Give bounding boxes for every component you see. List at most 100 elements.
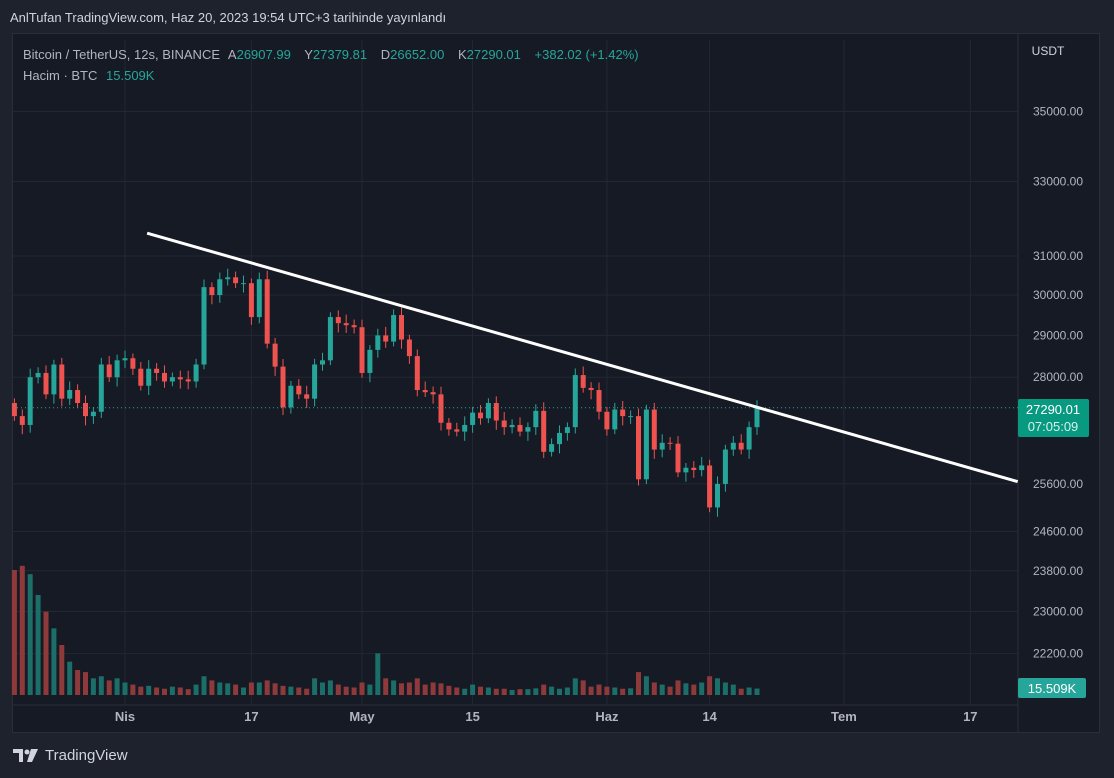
volume-bar	[169, 686, 175, 695]
volume-bar	[146, 685, 152, 695]
candle-body	[643, 409, 649, 480]
volume-bar	[722, 682, 728, 695]
candle-body	[288, 385, 294, 408]
volume-badge: 15.509K	[1018, 678, 1086, 698]
candle-body	[572, 375, 578, 428]
candle-body	[738, 442, 744, 450]
volume-bar	[738, 688, 744, 695]
volume-bar	[225, 683, 231, 695]
volume-bar	[509, 690, 515, 695]
volume-bar	[19, 565, 25, 695]
volume-bar	[288, 686, 294, 695]
volume-bar	[367, 684, 373, 695]
candle-body	[446, 422, 452, 430]
candle-body	[359, 327, 365, 373]
volume-label[interactable]: Hacim · BTC	[23, 68, 98, 83]
volume-bar	[699, 682, 705, 695]
volume-bar	[525, 689, 531, 695]
price-badge-countdown: 07:05:09	[1028, 419, 1079, 434]
candle-body	[533, 410, 539, 428]
candle-body	[304, 394, 310, 399]
candle-body	[225, 277, 231, 280]
high-value: 27379.81	[312, 47, 368, 62]
volume-bar	[320, 682, 325, 695]
volume-bar	[233, 684, 239, 695]
candle-body	[406, 339, 412, 357]
candle-body	[185, 379, 191, 382]
volume-bar	[533, 688, 539, 695]
symbol-title[interactable]: Bitcoin / TetherUS, 12s, BINANCE	[23, 47, 221, 62]
candle-body	[19, 416, 25, 425]
candle-body	[588, 387, 594, 391]
publish-info: AnlTufan TradingView.com, Haz 20, 2023 1…	[10, 10, 447, 25]
trendline	[146, 231, 1019, 484]
volume-bar	[383, 678, 389, 695]
volume-bar	[67, 661, 73, 695]
volume-bar	[138, 686, 144, 695]
volume-bar	[604, 686, 610, 695]
low-value: 26652.00	[390, 47, 445, 62]
volume-bar	[272, 683, 278, 695]
volume-bar	[83, 672, 88, 695]
candle-body	[130, 358, 136, 369]
candle-body	[43, 372, 49, 395]
volume-bar	[628, 688, 634, 695]
chart-frame[interactable]	[12, 33, 1100, 733]
candle-body	[485, 403, 491, 419]
candle-body	[162, 372, 167, 382]
candle-body	[620, 409, 626, 417]
candle-body	[351, 325, 357, 328]
candle-body	[438, 394, 444, 423]
volume-bar	[675, 680, 681, 695]
volume-bar	[707, 676, 713, 695]
candle-body	[138, 368, 144, 386]
volume-bar	[580, 680, 586, 695]
x-tick-label: Tem	[831, 709, 857, 724]
candle-body	[201, 287, 207, 365]
candle-body	[470, 412, 476, 425]
candle-body	[343, 323, 349, 326]
volume-bar	[35, 595, 41, 695]
volume-bar	[596, 684, 602, 695]
volume-bar	[43, 611, 49, 695]
volume-bar	[217, 682, 223, 695]
candle-body	[604, 411, 610, 430]
volume-bar	[557, 688, 562, 695]
volume-bar	[454, 687, 460, 695]
open-label: A	[227, 47, 237, 62]
candle-body	[367, 349, 373, 373]
volume-bar	[27, 574, 33, 695]
volume-bar	[588, 686, 594, 695]
candle-body	[35, 372, 41, 378]
volume-bar	[636, 672, 641, 695]
time-axis: Nis 17 May 15 Haz 14 Tem 17	[115, 709, 978, 724]
candle-body	[541, 410, 547, 452]
volume-bar	[485, 687, 491, 695]
tradingview-logo[interactable]: TradingView	[13, 747, 128, 764]
candle-body	[667, 442, 673, 444]
candles	[11, 268, 760, 517]
candle-body	[383, 335, 389, 342]
currency-label: USDT	[1032, 44, 1065, 58]
x-tick-label: 17	[963, 709, 977, 724]
candle-body	[272, 343, 278, 367]
candle-body	[596, 390, 602, 412]
candle-body	[675, 443, 681, 473]
candle-body	[256, 279, 262, 318]
volume-bar	[335, 684, 341, 695]
volume-bar	[343, 686, 349, 695]
volume-bar	[620, 688, 626, 695]
volume-bar	[572, 678, 578, 695]
candle-body	[98, 364, 104, 412]
close-value: 27290.01	[466, 47, 521, 62]
low-label: D	[380, 47, 391, 62]
volume-bar	[446, 685, 452, 695]
x-tick-label: May	[349, 709, 375, 724]
candle-body	[549, 444, 555, 452]
candle-body	[233, 277, 239, 284]
candle-body	[557, 432, 562, 445]
candle-body	[636, 416, 641, 480]
volume-bar	[438, 683, 444, 695]
volume-bar	[98, 676, 104, 695]
